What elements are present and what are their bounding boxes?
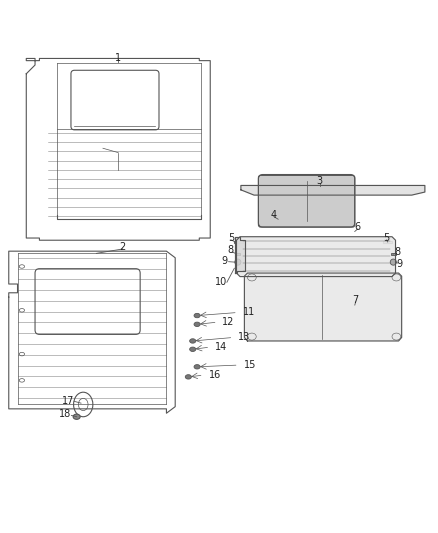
Text: 4: 4 [271, 210, 277, 220]
Text: 5: 5 [228, 233, 234, 243]
Ellipse shape [73, 414, 80, 419]
Ellipse shape [194, 322, 200, 327]
Text: 11: 11 [243, 308, 255, 318]
Polygon shape [391, 253, 396, 255]
Polygon shape [244, 273, 402, 341]
Polygon shape [383, 241, 392, 243]
Ellipse shape [194, 365, 200, 369]
Text: 12: 12 [223, 317, 235, 327]
Polygon shape [234, 241, 243, 243]
Ellipse shape [194, 313, 200, 318]
Polygon shape [236, 253, 240, 255]
Text: 3: 3 [317, 176, 323, 186]
Polygon shape [237, 237, 396, 277]
Text: 16: 16 [208, 370, 221, 380]
Text: 6: 6 [355, 222, 361, 232]
Polygon shape [241, 185, 425, 195]
Ellipse shape [235, 259, 241, 265]
Text: 17: 17 [62, 395, 74, 406]
FancyBboxPatch shape [71, 70, 159, 130]
Text: 5: 5 [384, 233, 390, 243]
Polygon shape [235, 237, 245, 273]
Text: 15: 15 [244, 360, 256, 370]
Text: 18: 18 [59, 409, 71, 419]
Ellipse shape [390, 259, 396, 265]
Text: 1: 1 [115, 53, 121, 62]
Text: 2: 2 [120, 242, 126, 252]
Text: 7: 7 [353, 295, 359, 305]
FancyBboxPatch shape [35, 269, 140, 334]
Text: 8: 8 [228, 245, 234, 255]
Text: 13: 13 [238, 333, 251, 343]
Text: 14: 14 [215, 342, 227, 352]
Text: 10: 10 [215, 277, 227, 287]
FancyBboxPatch shape [258, 174, 355, 227]
Ellipse shape [185, 375, 191, 379]
Ellipse shape [190, 339, 196, 343]
Ellipse shape [190, 347, 196, 351]
Text: 8: 8 [394, 247, 400, 257]
Text: 9: 9 [396, 259, 403, 269]
Text: 9: 9 [222, 256, 228, 266]
